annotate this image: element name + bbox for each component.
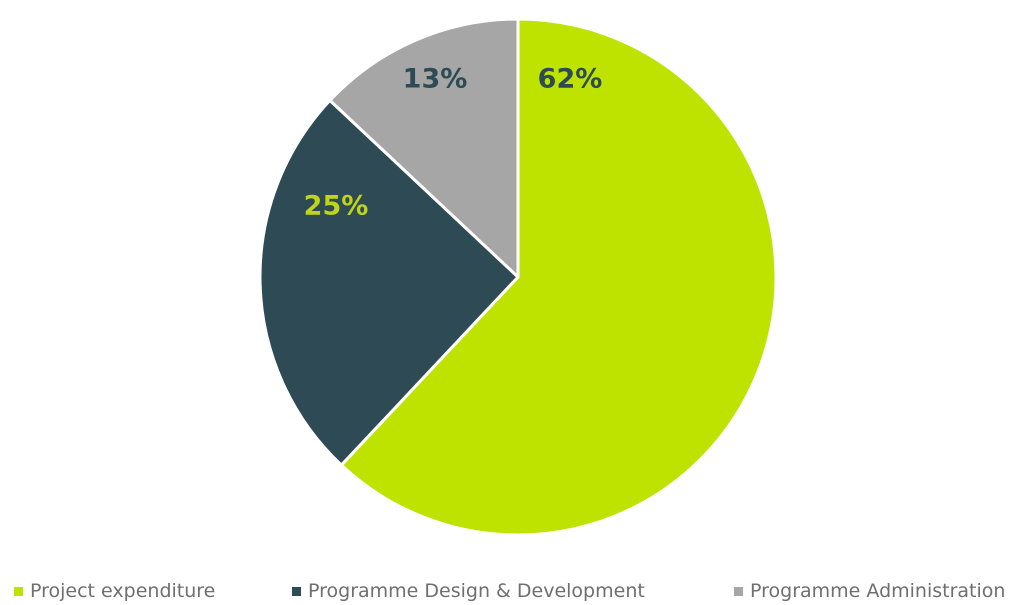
pie-slice-programme-design-development [258,98,520,467]
pie-slice-programme-administration [328,17,520,279]
pie-slice-project-expenditure [339,17,778,537]
legend-swatch-project-expenditure [14,586,23,596]
legend-label-programme-design-development: Programme Design & Development [308,580,645,602]
legend-swatch-programme-administration [734,586,743,596]
pie-chart: 62% 25% 13% [258,17,778,537]
legend-item-programme-administration: Programme Administration [734,580,1005,602]
legend-item-project-expenditure: Project expenditure [14,580,215,602]
legend-item-programme-design-development: Programme Design & Development [292,580,645,602]
data-label-project-expenditure: 62% [538,64,603,95]
legend-label-project-expenditure: Project expenditure [30,580,216,602]
chart-legend: Project expenditure Programme Design & D… [0,580,1036,604]
data-label-programme-design-development: 25% [304,191,369,222]
legend-label-programme-administration: Programme Administration [750,580,1006,602]
data-label-programme-administration: 13% [403,64,468,95]
legend-swatch-programme-design-development [292,586,301,596]
